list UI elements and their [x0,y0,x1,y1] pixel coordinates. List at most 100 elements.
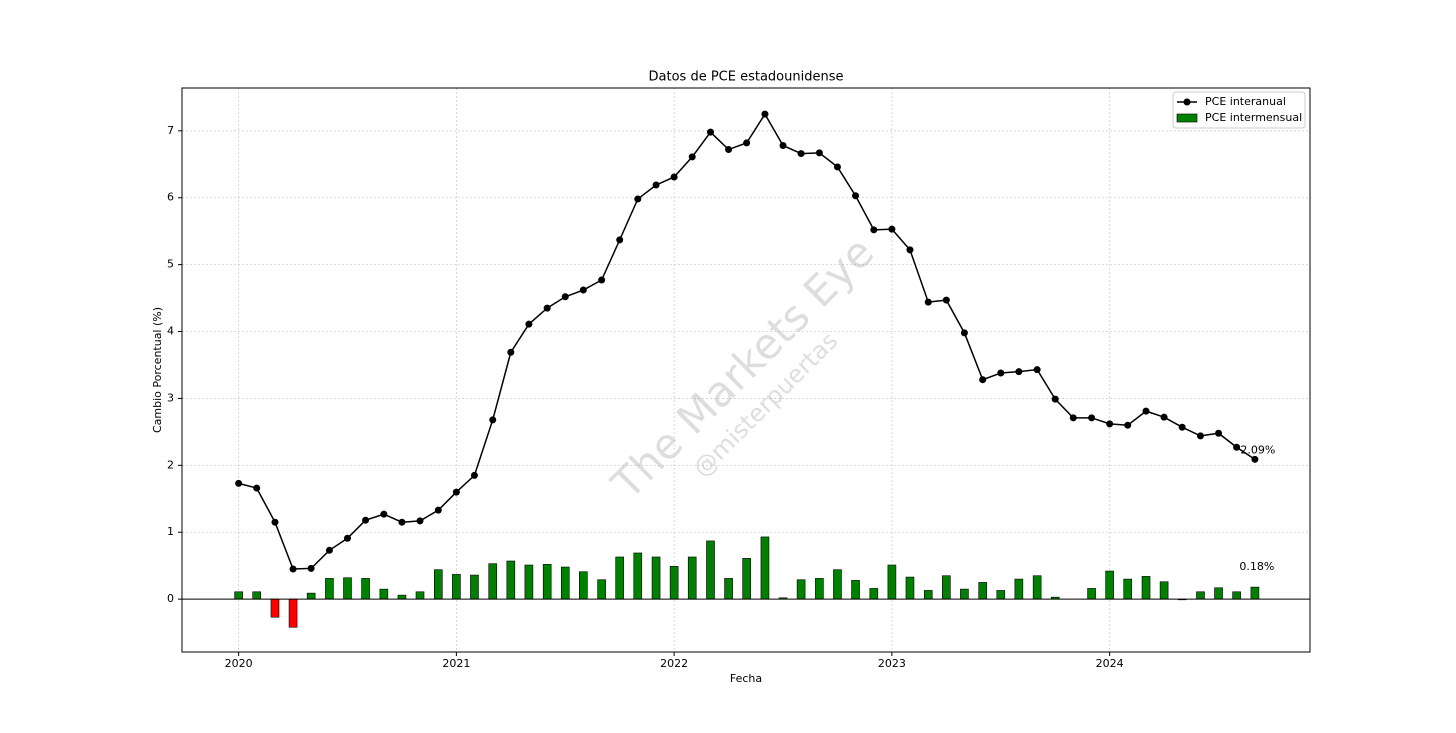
marker [997,369,1005,377]
marker [1033,366,1041,374]
legend-swatch [1176,113,1198,123]
marker [561,293,569,301]
chart-title: Datos de PCE estadounidense [649,70,844,85]
bar [651,556,661,600]
bar [905,576,915,600]
marker [362,516,370,524]
marker [579,286,587,294]
legend-label: PCE interanual [1205,95,1286,108]
bar [1196,591,1205,600]
legend-swatch [1183,98,1191,106]
marker [307,564,315,572]
marker [779,142,787,150]
marker [343,534,351,542]
marker [852,192,860,200]
bar [1105,570,1114,600]
bar [724,578,733,600]
plot-frame [181,87,1311,653]
marker [325,546,333,554]
bar [1032,575,1042,600]
marker [634,195,642,203]
marker [1233,443,1241,451]
bar [633,552,643,600]
marker [725,146,733,154]
marker [1015,368,1023,376]
marker [1088,414,1096,422]
bar [1141,576,1151,600]
marker [398,518,406,526]
marker [1160,413,1168,421]
bar [560,566,570,600]
marker [434,506,442,514]
y-tick-label: 5 [167,258,174,271]
y-tick-label: 0 [167,592,174,605]
bar [452,574,461,600]
bar [597,579,606,600]
marker [452,488,460,496]
bar [397,594,407,600]
marker [507,348,515,356]
bar [615,556,624,600]
marker [543,304,551,312]
y-tick-label: 1 [167,525,174,538]
marker [598,276,606,284]
bar [506,560,516,600]
y-tick-label: 4 [167,325,174,338]
marker [761,110,769,118]
bar [325,578,334,600]
marker [960,329,968,337]
bar [434,569,443,600]
bar [579,571,588,600]
marker [253,484,261,492]
marker [924,298,932,306]
marker [235,479,243,487]
marker [906,246,914,254]
bar [869,588,879,600]
bar [470,574,479,600]
marker [1124,421,1132,429]
bar [742,558,751,600]
marker [525,320,533,328]
bar [1159,581,1169,600]
marker [1106,420,1114,428]
bar [706,540,715,600]
x-axis-label: Fecha [730,672,762,685]
bar [833,569,842,600]
bar [415,591,425,600]
marker [870,226,878,234]
marker [797,150,805,158]
bar [687,556,697,600]
bar [760,536,770,600]
marker [489,416,497,424]
bar [379,588,389,600]
bar [851,580,860,600]
marker [1069,414,1077,422]
x-tick-label: 2021 [442,657,470,670]
value-label: 0.18% [1239,560,1274,573]
bar [270,598,280,618]
marker [815,149,823,157]
marker [652,181,660,189]
bar [542,564,552,600]
marker [833,163,841,171]
legend-box [1172,91,1306,129]
marker [888,225,896,233]
marker [670,173,678,181]
bar [887,564,897,600]
marker [942,296,950,304]
bar [996,590,1006,600]
bar [524,564,534,600]
value-label: 2.09% [1240,443,1275,456]
bar [1250,586,1260,600]
bar [942,575,951,600]
marker [743,139,751,147]
bar [1232,591,1241,600]
bar [306,592,316,600]
marker [688,153,696,161]
marker [1215,429,1223,437]
legend: PCE interanual PCE intermensual [1172,91,1306,129]
x-tick-label: 2023 [878,657,906,670]
marker [1142,407,1150,415]
bar [234,591,243,600]
marker [1178,423,1186,431]
